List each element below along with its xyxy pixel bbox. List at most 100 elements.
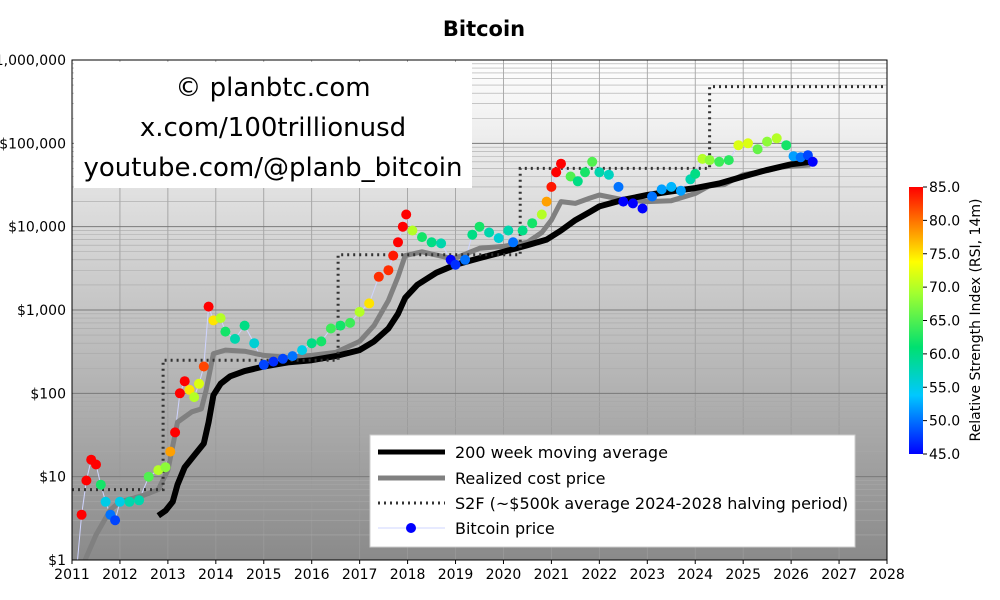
watermark-line-2: x.com/100trillionusd	[140, 113, 406, 143]
colorbar-gradient	[909, 187, 923, 454]
price-point	[383, 265, 394, 276]
legend: 200 week moving average Realized cost pr…	[369, 434, 856, 548]
legend-entry-s2f: S2F (~$500k average 2024-2028 halving pe…	[455, 494, 848, 513]
colorbar-tick-label: 50.0	[929, 414, 960, 430]
x-tick-label: 2012	[102, 567, 138, 583]
price-point	[397, 221, 408, 232]
price-point	[143, 471, 154, 482]
price-point	[603, 169, 614, 180]
colorbar-tick-label: 85.0	[929, 180, 960, 196]
price-point	[373, 271, 384, 282]
price-points	[76, 133, 818, 526]
price-point	[100, 496, 111, 507]
x-tick-label: 2023	[629, 567, 665, 583]
price-point	[503, 225, 514, 236]
colorbar-tick-label: 55.0	[929, 380, 960, 396]
legend-entry-realized: Realized cost price	[455, 469, 606, 488]
price-point	[762, 136, 773, 147]
price-point	[179, 376, 190, 387]
price-point	[613, 181, 624, 192]
price-point	[203, 301, 214, 312]
colorbar-ticks: 45.0 50.0 55.0 60.0 65.0 70.0 75.0 80.0 85.0	[923, 180, 960, 463]
price-point	[316, 336, 327, 347]
price-point	[110, 515, 121, 526]
colorbar-label: Relative Strength Index (RSI, 14m)	[968, 199, 984, 442]
price-point	[95, 479, 106, 490]
price-point	[551, 167, 562, 178]
price-point	[556, 158, 566, 169]
chart-title: Bitcoin	[443, 17, 525, 41]
legend-entry-price: Bitcoin price	[455, 519, 555, 538]
x-axis: 2011 2012 2013 2014 2015 2016 2017 2018 2019 2020…	[54, 560, 905, 583]
colorbar-tick-label: 80.0	[929, 213, 960, 229]
price-point	[277, 353, 288, 364]
price-point	[194, 378, 204, 389]
price-point	[184, 384, 195, 395]
x-tick-label: 2025	[725, 567, 761, 583]
y-tick-label: $1	[48, 553, 66, 569]
colorbar-tick-label: 60.0	[929, 347, 960, 363]
price-point	[527, 218, 538, 229]
colorbar-tick-label: 45.0	[929, 447, 960, 463]
price-point	[258, 359, 269, 370]
y-tick-label: $100,000	[0, 136, 66, 152]
price-point	[287, 351, 298, 362]
x-tick-label: 2018	[390, 567, 426, 583]
price-point	[733, 140, 744, 151]
price-point	[536, 209, 547, 220]
price-point	[807, 156, 818, 167]
x-tick-label: 2017	[342, 567, 378, 583]
watermark-line-3: youtube.com/@planb_bitcoin	[84, 153, 463, 183]
x-tick-label: 2011	[54, 567, 90, 583]
watermark-box: © planbtc.com x.com/100trillionusd youtu…	[74, 62, 472, 188]
price-point	[781, 140, 792, 151]
plot-frame	[71, 59, 888, 561]
price-point	[393, 237, 403, 248]
price-point	[76, 509, 87, 520]
price-point	[388, 250, 399, 261]
price-point	[675, 185, 686, 196]
price-point	[541, 196, 552, 207]
x-tick-label: 2022	[582, 567, 618, 583]
price-point	[493, 233, 504, 244]
y-tick-label: $10	[39, 470, 66, 486]
price-point	[565, 171, 576, 182]
price-point	[401, 209, 412, 220]
price-point	[249, 338, 260, 349]
price-point	[474, 221, 485, 232]
price-point	[752, 144, 763, 155]
legend-swatch-price	[406, 523, 416, 533]
price-point	[484, 227, 495, 238]
price-point	[436, 238, 447, 249]
price-point	[627, 198, 638, 209]
x-tick-label: 2028	[869, 567, 905, 583]
x-tick-label: 2020	[486, 567, 522, 583]
price-point	[656, 184, 667, 195]
price-point	[771, 133, 782, 144]
price-point	[297, 345, 308, 356]
price-point	[407, 225, 418, 236]
x-tick-label: 2013	[150, 567, 186, 583]
price-point	[666, 181, 677, 192]
x-tick-label: 2019	[438, 567, 474, 583]
price-point	[91, 459, 101, 470]
x-tick-label: 2016	[294, 567, 330, 583]
y-tick-label: $1,000	[17, 303, 66, 319]
legend-entry-200wma: 200 week moving average	[455, 443, 668, 462]
price-point	[198, 361, 209, 372]
price-point	[174, 388, 185, 399]
price-point	[114, 496, 125, 507]
price-point	[426, 237, 437, 248]
colorbar-tick-label: 70.0	[929, 280, 960, 296]
x-tick-label: 2014	[198, 567, 234, 583]
price-point	[704, 155, 715, 166]
price-point	[460, 254, 471, 265]
price-point	[189, 392, 200, 403]
price-point	[450, 259, 461, 270]
price-point	[743, 138, 753, 149]
price-point	[124, 496, 135, 507]
price-point	[170, 427, 181, 438]
colorbar: 45.0 50.0 55.0 60.0 65.0 70.0 75.0 80.0 85.0 Rel…	[909, 180, 984, 463]
price-point	[220, 326, 231, 337]
